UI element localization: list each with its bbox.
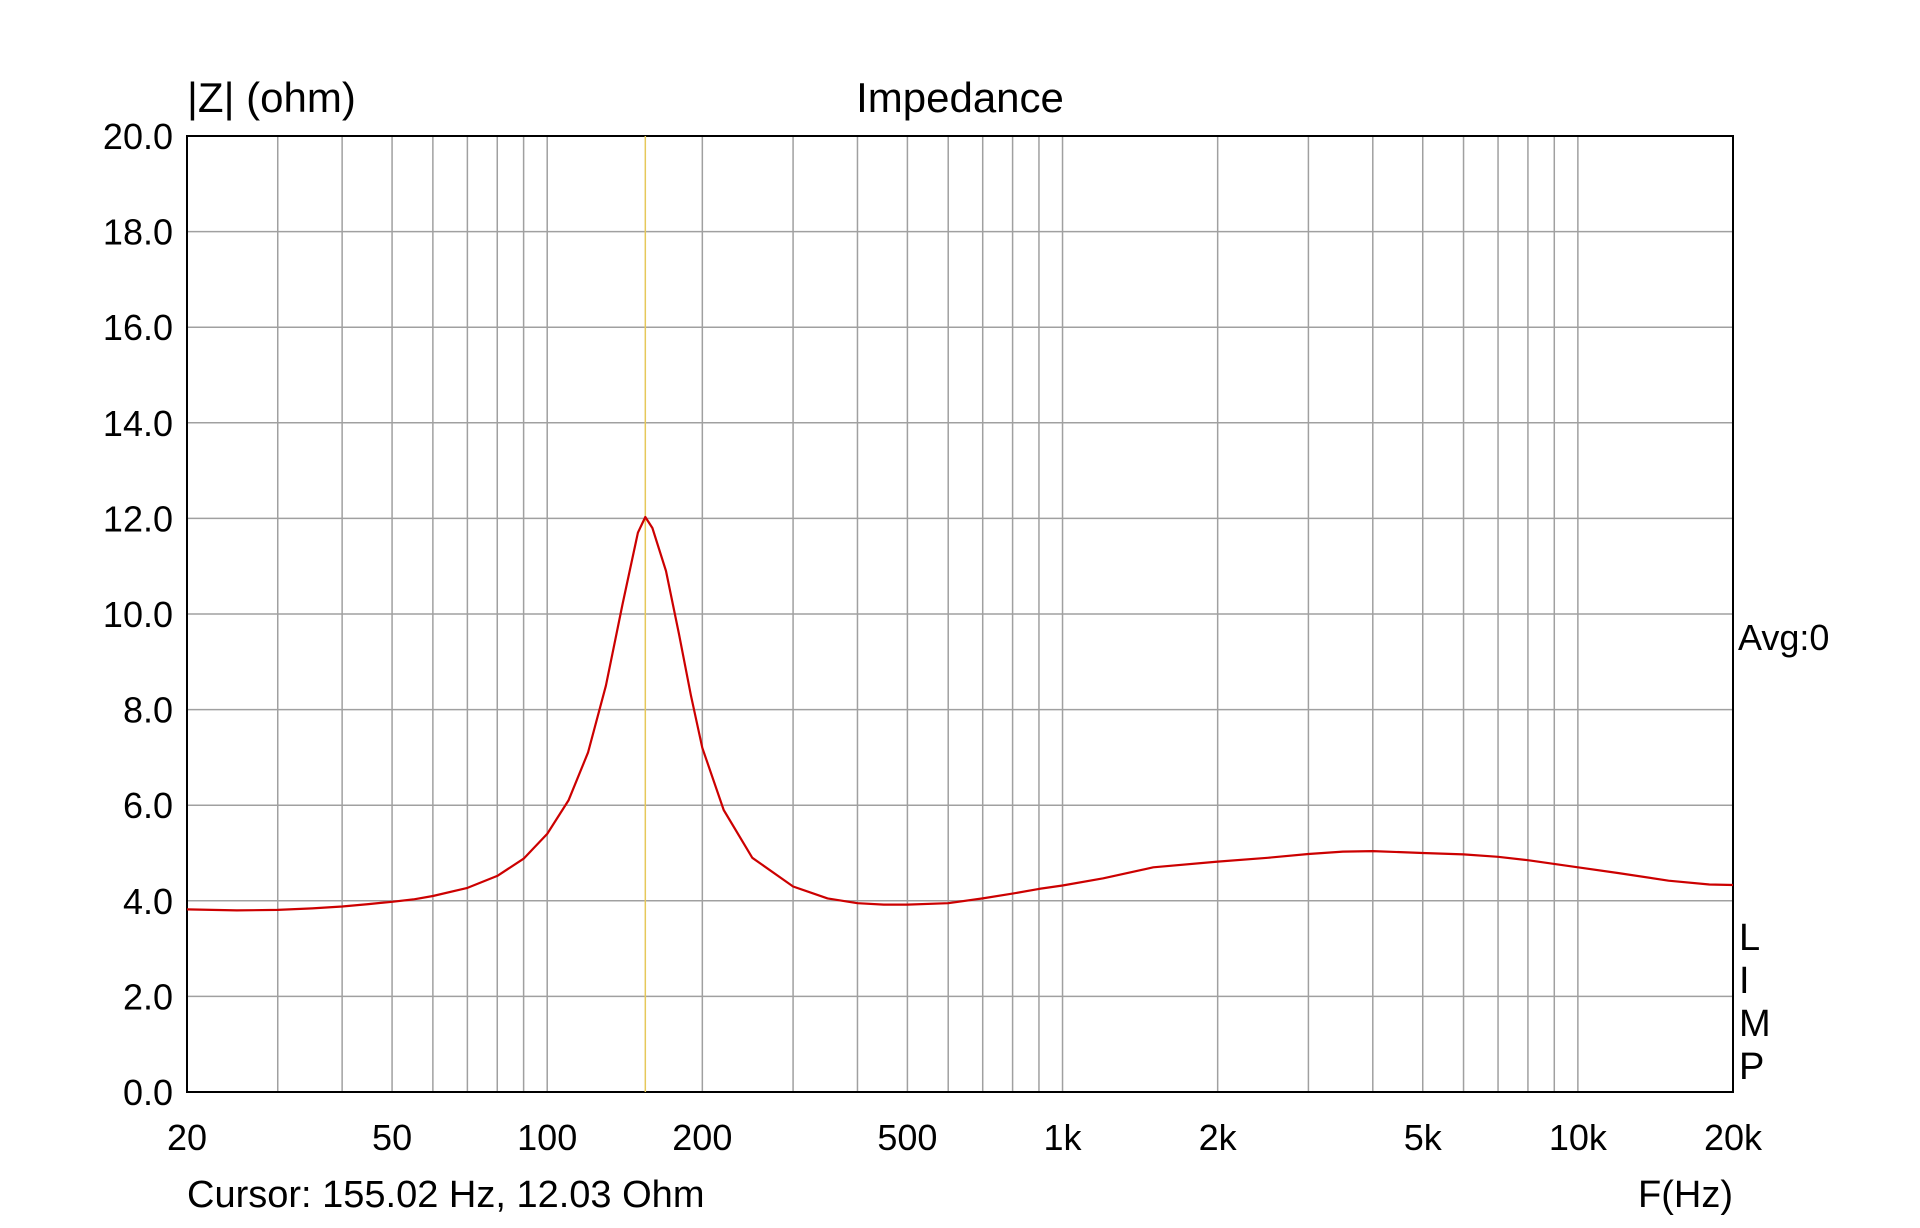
x-tick-label: 200 [672, 1117, 732, 1158]
x-tick-label: 20k [1704, 1117, 1763, 1158]
side-letter-l: L [1739, 917, 1760, 959]
y-tick-label: 20.0 [103, 116, 173, 157]
grid [187, 136, 1733, 1092]
y-axis-label: |Z| (ohm) [187, 74, 356, 121]
cursor-readout: Cursor: 155.02 Hz, 12.03 Ohm [187, 1174, 704, 1216]
y-tick-label: 10.0 [103, 594, 173, 635]
x-tick-label: 2k [1199, 1117, 1238, 1158]
y-tick-label: 2.0 [123, 976, 173, 1017]
x-tick-label: 5k [1404, 1117, 1443, 1158]
x-axis-label: F(Hz) [1638, 1174, 1733, 1216]
y-tick-label: 12.0 [103, 498, 173, 539]
y-tick-label: 14.0 [103, 403, 173, 444]
x-tick-label: 10k [1549, 1117, 1608, 1158]
plot-area-frame [186, 135, 1734, 1093]
side-letter-p: P [1739, 1046, 1764, 1088]
y-tick-label: 4.0 [123, 881, 173, 922]
y-tick-label: 16.0 [103, 307, 173, 348]
x-tick-label: 20 [167, 1117, 207, 1158]
x-tick-label: 1k [1044, 1117, 1083, 1158]
avg-label: Avg:0 [1738, 617, 1829, 658]
side-letter-i: I [1739, 960, 1750, 1002]
side-letter-m: M [1739, 1003, 1771, 1045]
chart-title: Impedance [856, 74, 1064, 121]
series-layer [186, 515, 1734, 912]
x-tick-label: 50 [372, 1117, 412, 1158]
x-tick-label: 500 [877, 1117, 937, 1158]
y-tick-label: 0.0 [123, 1072, 173, 1113]
x-tick-label: 100 [517, 1117, 577, 1158]
y-tick-label: 6.0 [123, 785, 173, 826]
impedance-curve [186, 515, 1734, 912]
y-tick-label: 8.0 [123, 690, 173, 731]
x-tick-labels: 20 50 100 200 500 1k 2k 5k 10k 20k [167, 1117, 1763, 1158]
y-tick-labels: 0.0 2.0 4.0 6.0 8.0 10.0 12.0 14.0 16.0 18.0 20.0 [103, 116, 173, 1113]
y-tick-label: 18.0 [103, 212, 173, 253]
